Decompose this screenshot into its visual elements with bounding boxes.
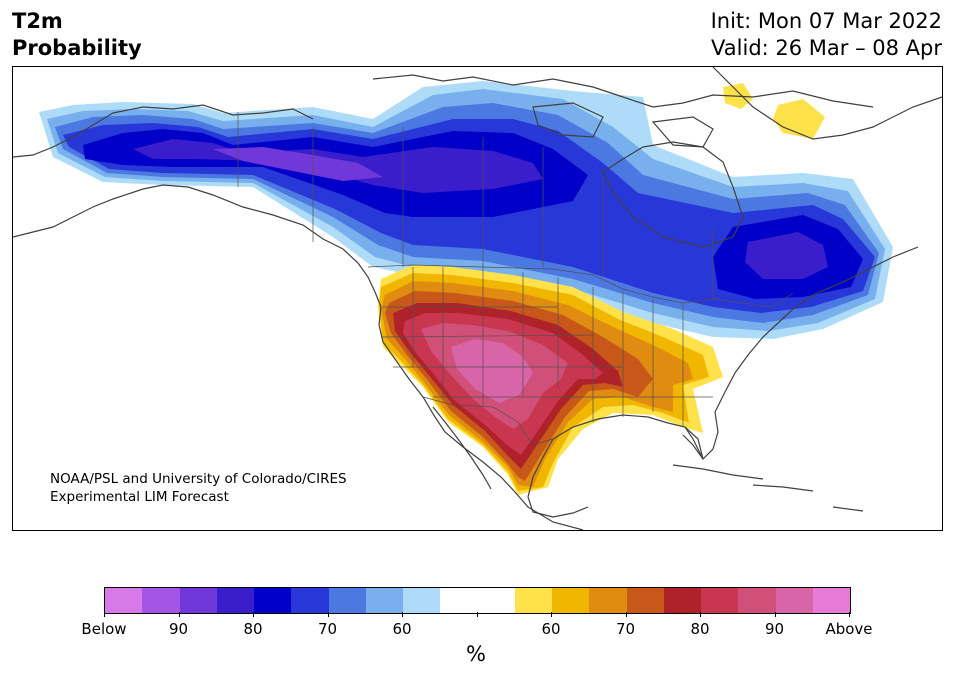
- colorbar-segment: [514, 588, 552, 613]
- arctic-islands: [372, 74, 874, 148]
- us-mexico-border: [422, 396, 554, 446]
- colorbar-segment: [663, 588, 701, 613]
- colorbar-tick-label: 60: [541, 620, 561, 638]
- title-line-1: T2m: [12, 9, 63, 33]
- forecast-dates: Init: Mon 07 Mar 2022 Valid: 26 Mar – 08…: [711, 8, 942, 62]
- above-normal-shading: [378, 83, 825, 495]
- colorbar-tick-label: 80: [690, 620, 710, 638]
- colorbar-tick-label: 70: [615, 620, 636, 638]
- hudson-bay: [602, 141, 744, 248]
- baja-california: [432, 406, 492, 490]
- colorbar-tick-label: 80: [243, 620, 263, 638]
- colorbar-segment: [142, 588, 180, 613]
- colorbar-tick: [178, 612, 180, 617]
- colorbar-tick-label: 70: [317, 620, 338, 638]
- us-states: [380, 267, 713, 427]
- attribution: NOAA/PSL and University of Colorado/CIRE…: [50, 470, 347, 506]
- colorbar-segment: [291, 588, 329, 613]
- colorbar-segment: [589, 588, 627, 613]
- colorbar-tick-label: 90: [764, 620, 785, 638]
- gulf-coast: [527, 414, 704, 518]
- colorbar-tick: [402, 612, 403, 617]
- colorbar-segment: [440, 588, 478, 613]
- colorbar-tick: [700, 612, 701, 617]
- caribbean-islands: [672, 464, 864, 512]
- colorbar-segment: [105, 588, 143, 613]
- colorbar-tick-label: 90: [168, 620, 189, 638]
- colorbar-segment: [365, 588, 403, 613]
- chart-title: T2m Probability: [12, 8, 142, 62]
- below-contour-85: [213, 147, 383, 181]
- colorbar-segment: [216, 588, 254, 613]
- probability-map: [13, 67, 942, 530]
- below-contour-75: [83, 129, 863, 299]
- colorbar-tick: [253, 612, 254, 617]
- colorbar-tick-label: 60: [392, 620, 412, 638]
- attribution-line-2: Experimental LIM Forecast: [50, 489, 229, 505]
- colorbar-unit: %: [466, 642, 486, 666]
- colorbar-tick-label: Below: [81, 620, 127, 638]
- colorbar-tick: [625, 612, 627, 617]
- colorbar-segment: [626, 588, 664, 613]
- colorbar-tick: [774, 612, 776, 617]
- colorbar-segment: [812, 588, 850, 613]
- colorbar-segment: [477, 588, 515, 613]
- colorbar-tick: [476, 612, 478, 617]
- below-normal-shading: [39, 81, 893, 339]
- below-contour-80: [133, 139, 828, 279]
- valid-date: Valid: 26 Mar – 08 Apr: [711, 36, 942, 60]
- political-borders: [237, 112, 794, 446]
- above-contour-90: [451, 339, 533, 403]
- florida: [684, 411, 719, 461]
- map-panel: NOAA/PSL and University of Colorado/CIRE…: [12, 66, 943, 531]
- attribution-line-1: NOAA/PSL and University of Colorado/CIRE…: [50, 471, 347, 487]
- greenland-coast: [712, 67, 942, 140]
- init-date: Init: Mon 07 Mar 2022: [710, 9, 942, 33]
- colorbar-segment: [179, 588, 217, 613]
- colorbar-segment: [701, 588, 739, 613]
- canada-provinces: [312, 127, 714, 299]
- colorbar-segment: [552, 588, 590, 613]
- colorbar-segment: [738, 588, 776, 613]
- colorbar-tick: [849, 612, 850, 617]
- colorbar-segment: [775, 588, 813, 613]
- colorbar-tick-labels: Below 90 80 70 60 60 70 80 90 Above: [81, 620, 872, 640]
- colorbar-segment: [328, 588, 366, 613]
- colorbar-segment: [254, 588, 292, 613]
- colorbar-segment: [403, 588, 441, 613]
- pacific-coast: [357, 262, 584, 530]
- colorbar-tick: [551, 612, 552, 617]
- us-canada-border: [367, 264, 794, 308]
- colorbar-tick: [104, 612, 105, 617]
- colorbar-tick: [327, 612, 329, 617]
- title-line-2: Probability: [12, 36, 142, 60]
- atlantic-coast: [714, 246, 919, 413]
- colorbar-tick-label: Above: [825, 620, 873, 638]
- colorbar: [104, 587, 851, 614]
